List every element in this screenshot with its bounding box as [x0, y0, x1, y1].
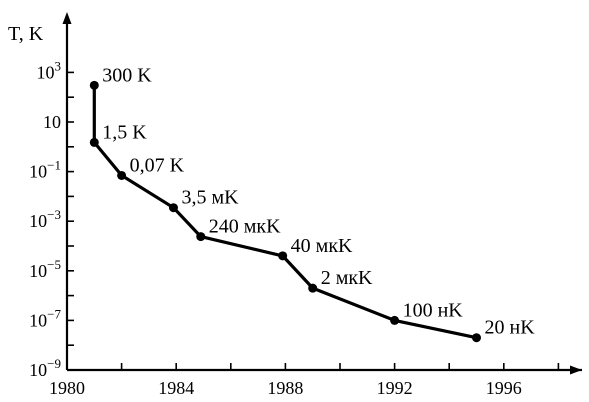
y-tick-label: 103 — [37, 58, 62, 82]
data-label: 2 мкK — [321, 267, 373, 289]
y-tick-label: 10−7 — [29, 306, 61, 330]
data-label: 40 мкK — [291, 235, 353, 257]
x-tick-label: 1988 — [267, 378, 303, 398]
data-label: 0,07 K — [130, 154, 185, 176]
data-point — [472, 333, 481, 343]
y-tick-label: 10−3 — [29, 207, 61, 231]
data-point — [390, 315, 400, 325]
data-label: 3,5 мK — [181, 187, 239, 209]
x-tick-label: 1984 — [158, 378, 194, 398]
data-point — [278, 251, 288, 261]
data-point — [89, 80, 99, 90]
x-tick-label: 1992 — [377, 378, 413, 398]
data-point — [117, 170, 127, 180]
data-point — [196, 232, 206, 242]
x-tick-label: 1996 — [486, 378, 522, 398]
y-tick-label: 10 — [43, 112, 61, 132]
data-point — [168, 203, 178, 213]
y-tick-label: 10−5 — [29, 257, 61, 281]
y-axis-arrow — [62, 12, 72, 24]
data-label: 1,5 K — [102, 121, 147, 143]
data-label: 20 нK — [485, 317, 536, 339]
x-axis-arrow — [570, 365, 582, 375]
data-point — [89, 137, 99, 147]
data-point — [308, 283, 318, 293]
y-tick-label: 10−1 — [29, 158, 61, 182]
data-label: 300 K — [102, 64, 152, 86]
x-tick-label: 1980 — [49, 378, 85, 398]
y-tick-label: 10−9 — [29, 356, 61, 380]
data-label: 100 нK — [403, 299, 464, 321]
y-axis-title: T, K — [8, 23, 44, 45]
data-label: 240 мкK — [209, 216, 281, 238]
